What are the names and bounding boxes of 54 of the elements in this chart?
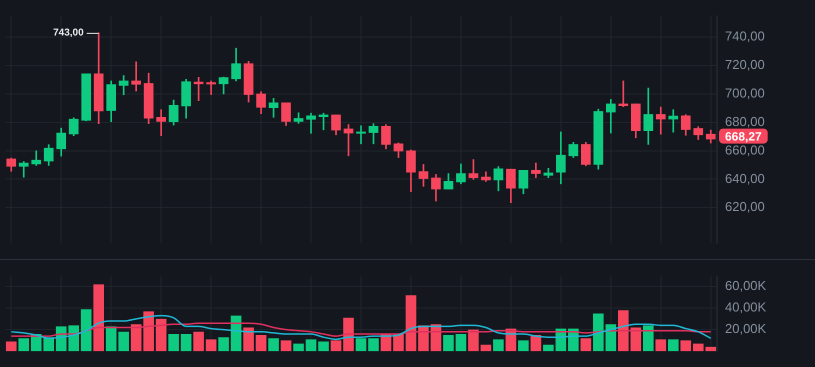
annotation: 743,00 xyxy=(53,28,84,39)
y-tick-label: 20,00K xyxy=(725,321,767,336)
bar xyxy=(543,344,554,352)
y-tick-label: 700,00 xyxy=(725,86,765,101)
bar xyxy=(106,326,116,352)
bar xyxy=(230,316,242,352)
bar xyxy=(180,334,192,352)
y-tick-label: 680,00 xyxy=(725,114,765,129)
bar xyxy=(456,334,466,352)
text: 668,27 xyxy=(725,129,762,144)
bar xyxy=(93,284,104,352)
bar xyxy=(642,325,654,352)
y-tick-label: 640,00 xyxy=(725,170,765,186)
candlestick xyxy=(306,112,316,134)
bar xyxy=(206,339,216,352)
y-tick-label: 660,00 xyxy=(725,142,765,158)
bar xyxy=(655,339,666,352)
bar xyxy=(692,344,704,352)
candlestick xyxy=(344,124,354,156)
bar xyxy=(593,314,604,352)
bar xyxy=(118,332,129,352)
candlestick xyxy=(356,125,366,144)
bar xyxy=(518,340,529,352)
bar xyxy=(168,334,179,352)
y-tick-label: 740,00 xyxy=(725,28,765,44)
bar xyxy=(680,340,692,352)
bar xyxy=(468,330,479,352)
bar xyxy=(618,310,629,352)
bar xyxy=(143,311,154,352)
bar xyxy=(18,338,30,352)
candlestick xyxy=(318,112,328,130)
bar xyxy=(243,328,254,352)
line-series xyxy=(10,314,712,340)
bar xyxy=(256,335,266,352)
y-tick-label: 720,00 xyxy=(725,57,765,72)
bar xyxy=(480,344,492,352)
bar xyxy=(268,338,279,352)
bar xyxy=(630,328,642,352)
bar xyxy=(130,324,142,352)
bar xyxy=(493,339,504,352)
line-series xyxy=(10,322,712,337)
bar xyxy=(156,318,166,352)
y-tick-label: 60,00K xyxy=(725,278,767,294)
bar xyxy=(193,332,204,352)
bar xyxy=(218,337,229,352)
bar xyxy=(668,339,679,352)
y-tick-label: 620,00 xyxy=(725,199,765,214)
y-tick-label: 40,00K xyxy=(725,300,767,315)
bar xyxy=(6,342,17,352)
bar xyxy=(280,340,292,352)
bar xyxy=(705,346,716,352)
bar xyxy=(443,335,454,352)
bar xyxy=(580,338,592,352)
bar xyxy=(80,309,92,352)
